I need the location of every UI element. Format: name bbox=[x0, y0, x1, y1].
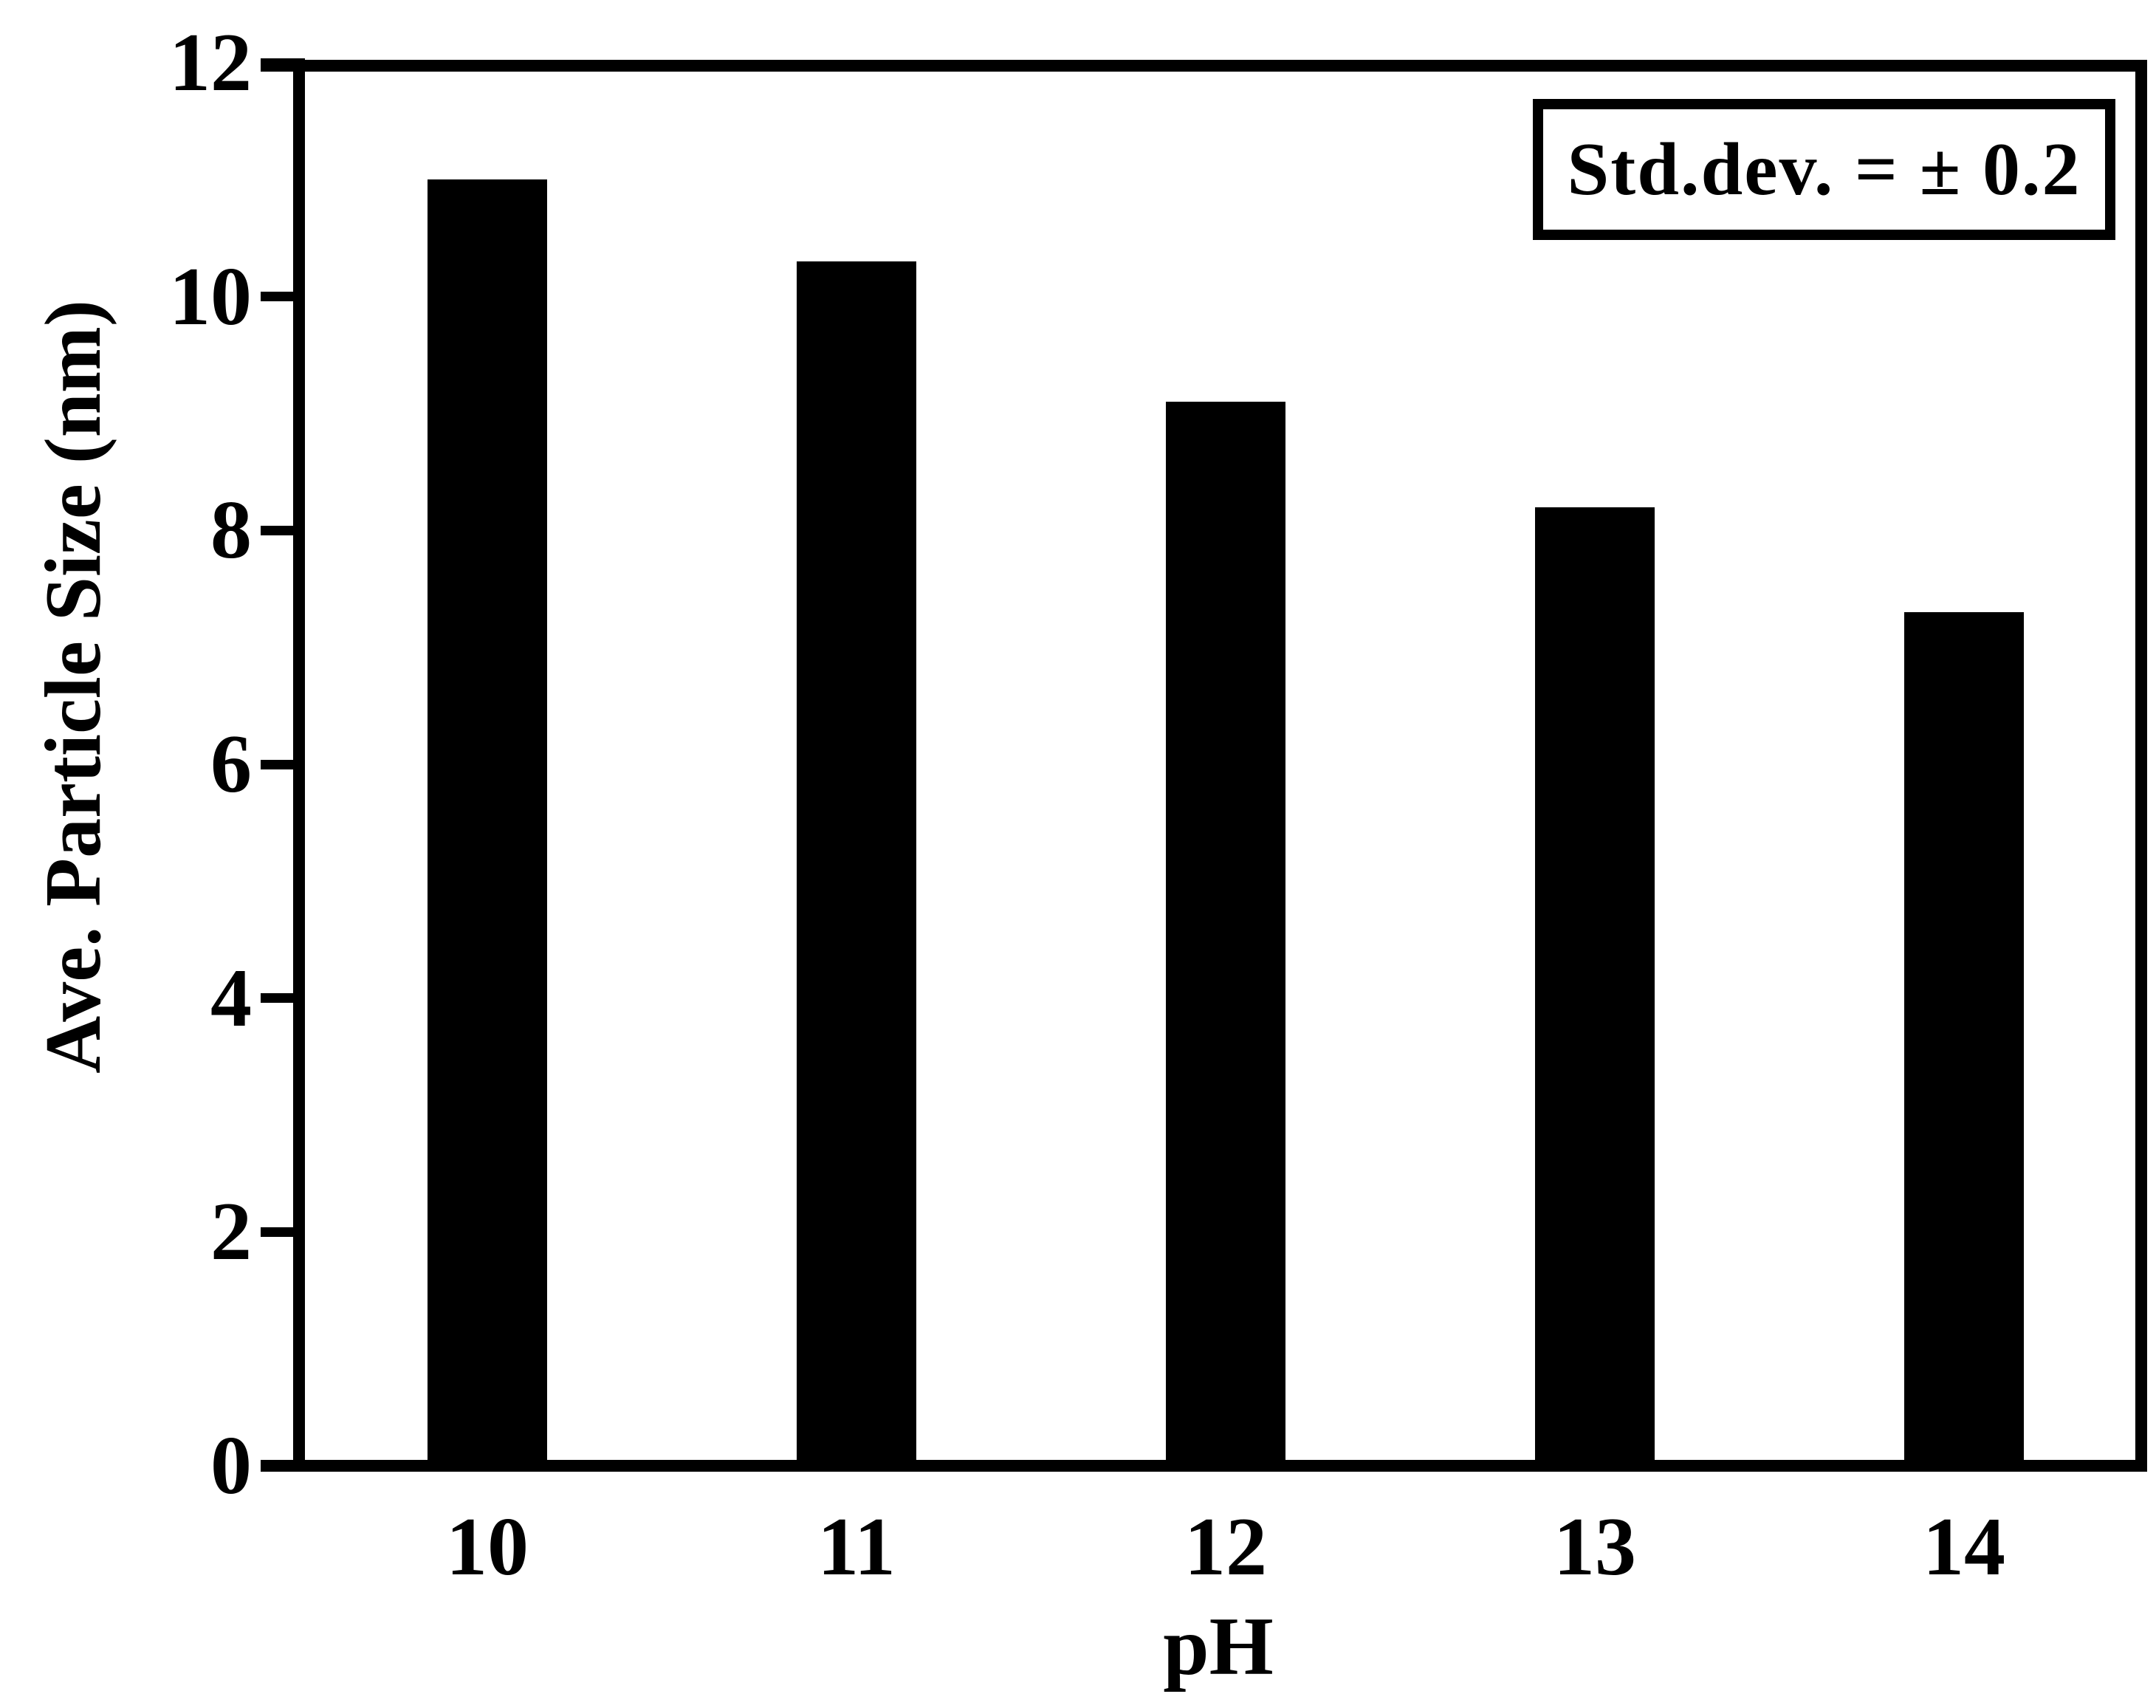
y-tick-mark bbox=[261, 58, 305, 68]
y-tick-mark bbox=[261, 1461, 305, 1471]
bar-ph-11 bbox=[797, 261, 916, 1472]
y-tick-mark bbox=[261, 292, 305, 302]
y-tick-label: 8 bbox=[210, 484, 252, 577]
y-tick-mark bbox=[261, 525, 305, 535]
x-tick-label: 12 bbox=[1184, 1501, 1267, 1593]
bar-ph-14 bbox=[1904, 612, 2024, 1472]
legend-box: Std.dev. = ± 0.2 bbox=[1533, 99, 2115, 240]
x-tick-label: 14 bbox=[1923, 1501, 2005, 1593]
x-axis-bottom-spine bbox=[261, 1460, 2147, 1472]
x-tick-label: 10 bbox=[446, 1501, 529, 1593]
y-tick-mark bbox=[261, 1227, 305, 1237]
plot-top-spine bbox=[261, 60, 2147, 72]
y-axis-title: Ave. Particle Size (nm) bbox=[30, 300, 117, 1074]
y-tick-mark bbox=[261, 759, 305, 769]
y-tick-label: 10 bbox=[169, 250, 252, 343]
y-tick-label: 2 bbox=[210, 1186, 252, 1278]
bar-ph-10 bbox=[428, 179, 547, 1472]
bar-ph-12 bbox=[1166, 402, 1285, 1472]
x-axis-title: pH bbox=[1163, 1601, 1274, 1692]
x-tick-label: 11 bbox=[817, 1501, 896, 1593]
y-tick-label: 6 bbox=[210, 718, 252, 810]
legend-text: Std.dev. = ± 0.2 bbox=[1567, 128, 2081, 211]
plot-right-spine bbox=[2135, 60, 2147, 1472]
x-tick-label: 13 bbox=[1554, 1501, 1636, 1593]
y-tick-label: 12 bbox=[169, 17, 252, 109]
y-tick-label: 0 bbox=[210, 1420, 252, 1512]
bar-ph-13 bbox=[1535, 507, 1655, 1472]
y-tick-mark bbox=[261, 993, 305, 1004]
y-tick-label: 4 bbox=[210, 952, 252, 1044]
